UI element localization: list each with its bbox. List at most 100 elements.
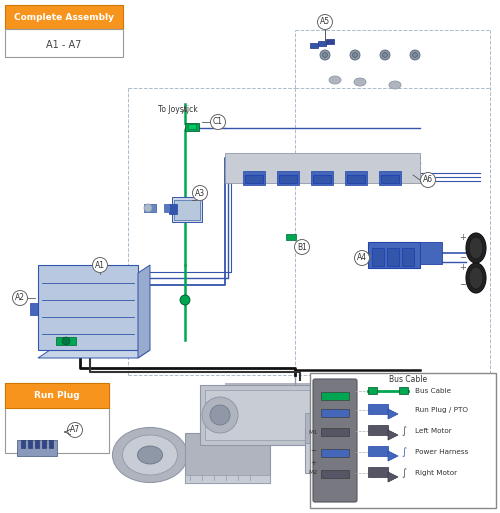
Text: A1: A1 — [95, 261, 105, 269]
Bar — [169, 204, 177, 214]
Text: −: − — [460, 281, 466, 289]
Circle shape — [294, 240, 310, 254]
Text: A6: A6 — [423, 175, 433, 185]
Text: M2: M2 — [308, 470, 318, 476]
Bar — [38, 265, 138, 350]
Bar — [345, 171, 367, 185]
Text: ∫: ∫ — [402, 468, 406, 478]
Ellipse shape — [466, 263, 486, 293]
Bar — [379, 171, 401, 185]
Text: −: − — [310, 448, 316, 454]
Text: M1: M1 — [308, 430, 318, 436]
Bar — [326, 39, 334, 44]
Circle shape — [382, 52, 388, 57]
Bar — [17, 440, 57, 456]
Text: A3: A3 — [195, 188, 205, 198]
Text: C1: C1 — [213, 117, 223, 127]
Bar — [5, 383, 109, 453]
Circle shape — [420, 172, 436, 187]
Bar — [279, 175, 297, 183]
Polygon shape — [305, 428, 460, 473]
Text: −: − — [460, 253, 466, 263]
Circle shape — [12, 290, 28, 306]
Polygon shape — [388, 409, 398, 419]
Bar — [321, 470, 349, 478]
Ellipse shape — [122, 435, 178, 475]
Bar — [243, 171, 265, 185]
Circle shape — [320, 50, 330, 60]
Bar — [420, 242, 442, 264]
Ellipse shape — [389, 81, 401, 89]
Polygon shape — [38, 350, 150, 358]
Text: Run Plug / PTO: Run Plug / PTO — [415, 407, 468, 413]
Bar — [368, 467, 388, 477]
Text: Left Motor: Left Motor — [415, 428, 452, 434]
Bar — [5, 5, 123, 29]
Bar — [225, 153, 420, 183]
Bar — [5, 29, 123, 57]
Polygon shape — [388, 451, 398, 461]
Circle shape — [354, 250, 370, 266]
Bar — [200, 385, 330, 445]
Text: Bus Cable: Bus Cable — [389, 374, 427, 384]
Bar — [188, 124, 196, 129]
Text: To Joystick: To Joystick — [158, 106, 198, 114]
Text: A4: A4 — [357, 253, 367, 263]
Text: Bus Cable: Bus Cable — [415, 388, 451, 394]
Bar — [144, 204, 156, 212]
Ellipse shape — [329, 76, 341, 84]
Circle shape — [322, 52, 328, 57]
Circle shape — [410, 50, 420, 60]
Bar — [205, 390, 325, 440]
Bar — [28, 440, 32, 448]
Bar — [311, 171, 333, 185]
Text: Right Motor: Right Motor — [415, 470, 457, 476]
Bar — [368, 404, 388, 414]
Bar — [35, 440, 39, 448]
Text: B1: B1 — [297, 243, 307, 251]
Circle shape — [210, 114, 226, 129]
Bar — [225, 383, 400, 385]
Circle shape — [352, 52, 358, 57]
Bar — [286, 234, 296, 240]
Ellipse shape — [466, 233, 486, 263]
Circle shape — [180, 295, 190, 305]
Bar — [321, 428, 349, 436]
Bar — [172, 197, 202, 222]
Bar — [347, 175, 365, 183]
Bar — [56, 337, 76, 345]
Bar — [313, 175, 331, 183]
Bar — [174, 200, 200, 220]
Circle shape — [144, 204, 152, 212]
Bar — [185, 433, 270, 483]
Text: A7: A7 — [70, 425, 80, 435]
Polygon shape — [138, 265, 150, 358]
Bar — [372, 248, 384, 266]
Bar — [368, 425, 388, 435]
Bar — [21, 440, 25, 448]
Text: Run Plug: Run Plug — [34, 391, 80, 401]
Polygon shape — [388, 430, 398, 440]
Bar — [164, 204, 170, 212]
Circle shape — [318, 14, 332, 30]
Bar — [277, 171, 299, 185]
Bar — [368, 242, 420, 268]
Text: A1 - A7: A1 - A7 — [46, 40, 82, 50]
Text: ∫: ∫ — [402, 426, 406, 436]
Bar — [318, 41, 326, 46]
Text: A5: A5 — [320, 17, 330, 27]
Bar — [321, 392, 349, 400]
Bar — [402, 248, 414, 266]
Circle shape — [380, 50, 390, 60]
Bar — [49, 440, 53, 448]
Ellipse shape — [354, 78, 366, 86]
Bar — [368, 387, 377, 394]
FancyBboxPatch shape — [313, 379, 357, 502]
Circle shape — [192, 186, 208, 201]
Bar — [42, 440, 46, 448]
Bar — [321, 449, 349, 457]
Circle shape — [68, 423, 82, 438]
Bar — [30, 303, 38, 315]
Polygon shape — [388, 472, 398, 482]
Text: Complete Assembly: Complete Assembly — [14, 12, 114, 22]
